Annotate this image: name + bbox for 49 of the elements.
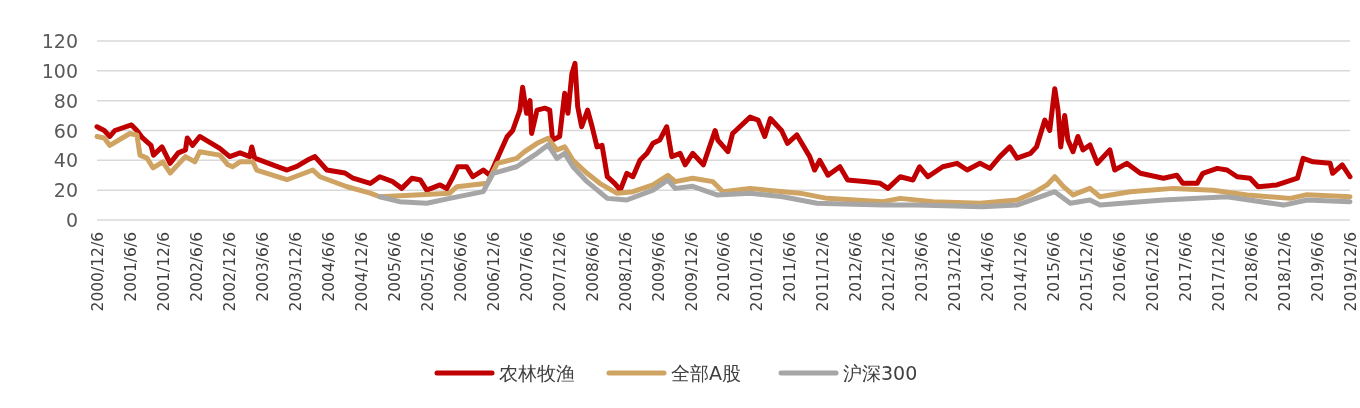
- y-tick-label: 120: [41, 30, 78, 52]
- x-tick-label: 2004/6/6: [319, 232, 338, 302]
- x-tick-label: 2005/12/6: [418, 232, 437, 312]
- x-tick-label: 2018/12/6: [1276, 232, 1295, 312]
- x-tick-label: 2009/6/6: [649, 232, 668, 302]
- x-tick-label: 2013/12/6: [946, 232, 965, 312]
- legend-label: 全部A股: [671, 362, 741, 384]
- x-tick-label: 2012/12/6: [880, 232, 899, 312]
- x-tick-label: 2010/6/6: [715, 232, 734, 302]
- x-tick-label: 2004/12/6: [352, 232, 371, 312]
- x-tick-label: 2017/12/6: [1210, 232, 1229, 312]
- x-tick-label: 2019/12/6: [1342, 232, 1360, 312]
- x-tick-label: 2005/6/6: [385, 232, 404, 302]
- x-tick-label: 2000/12/6: [89, 232, 107, 312]
- x-tick-label: 2006/12/6: [484, 232, 503, 312]
- y-tick-label: 80: [53, 89, 78, 112]
- x-tick-label: 2003/6/6: [253, 232, 272, 302]
- x-tick-label: 2008/6/6: [583, 232, 602, 302]
- x-tick-label: 2001/12/6: [154, 232, 173, 312]
- x-tick-label: 2003/12/6: [286, 232, 305, 312]
- x-tick-label: 2016/6/6: [1111, 232, 1130, 302]
- x-tick-label: 2008/12/6: [616, 232, 635, 312]
- x-tick-label: 2011/12/6: [814, 232, 833, 312]
- x-tick-label: 2007/12/6: [550, 232, 569, 312]
- y-tick-label: 0: [65, 209, 78, 231]
- x-tick-label: 2002/6/6: [187, 232, 206, 302]
- x-tick-label: 2007/6/6: [517, 232, 536, 302]
- x-tick-label: 2019/6/6: [1308, 232, 1327, 302]
- x-tick-label: 2001/6/6: [121, 232, 140, 302]
- x-tick-label: 2011/6/6: [781, 232, 800, 302]
- x-tick-label: 2012/6/6: [847, 232, 866, 302]
- x-tick-label: 2009/12/6: [682, 232, 701, 312]
- x-tick-label: 2002/12/6: [220, 232, 239, 312]
- legend-label: 沪深300: [843, 362, 918, 384]
- x-tick-label: 2017/6/6: [1177, 232, 1196, 302]
- x-tick-label: 2016/12/6: [1144, 232, 1163, 312]
- y-tick-label: 20: [53, 179, 78, 202]
- x-tick-label: 2013/6/6: [913, 232, 932, 302]
- x-tick-label: 2014/6/6: [979, 232, 998, 302]
- x-tick-label: 2015/6/6: [1045, 232, 1064, 302]
- x-tick-label: 2010/12/6: [748, 232, 767, 312]
- legend-label: 农林牧渔: [499, 362, 575, 384]
- y-tick-label: 60: [53, 119, 78, 142]
- y-tick-label: 100: [41, 59, 78, 82]
- x-tick-label: 2006/6/6: [451, 232, 470, 302]
- y-tick-label: 40: [53, 149, 78, 172]
- x-tick-label: 2018/6/6: [1243, 232, 1262, 302]
- x-tick-label: 2015/12/6: [1078, 232, 1097, 312]
- x-tick-label: 2014/12/6: [1012, 232, 1031, 312]
